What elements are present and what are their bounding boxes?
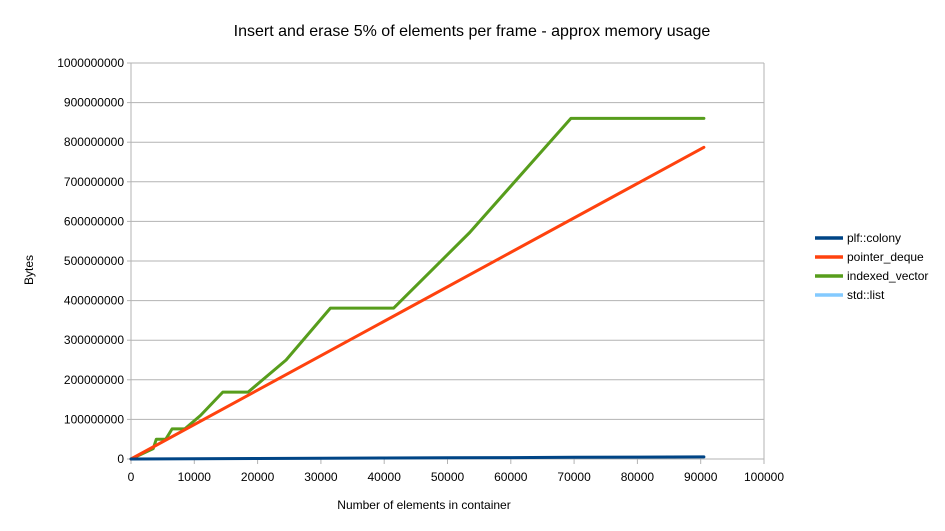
y-tick-label: 500000000 xyxy=(64,254,124,268)
y-tick-label: 200000000 xyxy=(64,373,124,387)
y-tick-labels: 0 100000000 200000000 300000000 400000000 500… xyxy=(57,56,124,466)
y-axis-title: Bytes xyxy=(22,255,36,285)
x-tick-label: 80000 xyxy=(621,470,655,484)
x-tick-label: 60000 xyxy=(494,470,528,484)
x-tick-label: 90000 xyxy=(684,470,718,484)
x-tick-label: 0 xyxy=(128,470,135,484)
y-tick-label: 700000000 xyxy=(64,175,124,189)
x-tick-label: 70000 xyxy=(557,470,591,484)
series-lines xyxy=(129,116,706,461)
legend-label: indexed_vector xyxy=(847,269,928,283)
x-tick-label: 20000 xyxy=(241,470,275,484)
legend: plf::colonypointer_dequeindexed_vectorst… xyxy=(815,231,928,302)
y-tick-label: 300000000 xyxy=(64,333,124,347)
series-line-plf-colony xyxy=(129,455,706,461)
series-line-indexed-vector xyxy=(129,116,706,461)
x-tick-label: 40000 xyxy=(368,470,402,484)
y-tick-label: 600000000 xyxy=(64,214,124,228)
grid-lines xyxy=(131,62,764,460)
legend-label: pointer_deque xyxy=(847,250,924,264)
y-tick-label: 900000000 xyxy=(64,96,124,110)
y-tick-label: 1000000000 xyxy=(57,56,124,70)
y-tick-label: 0 xyxy=(117,452,124,466)
x-tick-labels: 0 10000 20000 30000 40000 50000 60000 70000 8000… xyxy=(128,470,785,484)
y-tick-label: 400000000 xyxy=(64,294,124,308)
legend-label: plf::colony xyxy=(847,231,901,245)
chart-title: Insert and erase 5% of elements per fram… xyxy=(234,23,711,40)
y-tick-label: 800000000 xyxy=(64,135,124,149)
y-tick-label: 100000000 xyxy=(64,412,124,426)
axes xyxy=(127,62,765,464)
x-tick-label: 50000 xyxy=(431,470,465,484)
legend-label: std::list xyxy=(847,288,885,302)
x-tick-label: 30000 xyxy=(304,470,338,484)
series-line-pointer-deque xyxy=(129,145,706,461)
x-tick-label: 100000 xyxy=(744,470,784,484)
x-axis-title: Number of elements in container xyxy=(337,498,510,512)
x-tick-label: 10000 xyxy=(178,470,212,484)
